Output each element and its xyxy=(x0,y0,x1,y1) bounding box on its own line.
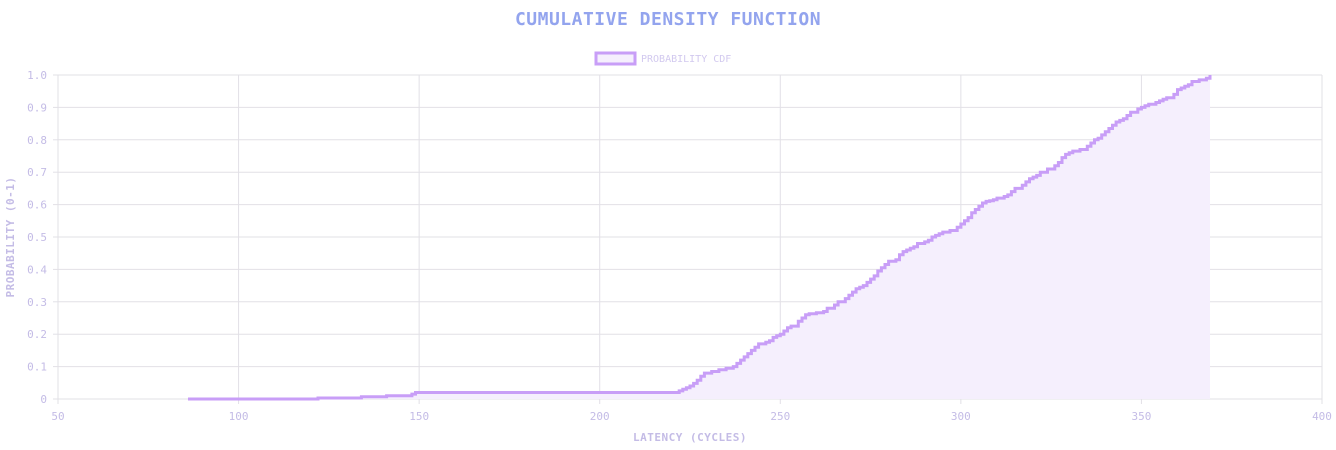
y-tick-label-2: 0.2 xyxy=(27,328,47,341)
y-tick-label-10: 1.0 xyxy=(27,69,47,82)
y-tick-label-7: 0.7 xyxy=(27,166,47,179)
y-tick-label-1: 0.1 xyxy=(27,361,47,374)
x-tick-label-5: 300 xyxy=(951,410,971,423)
y-tick-label-8: 0.8 xyxy=(27,134,47,147)
y-tick-label-5: 0.5 xyxy=(27,231,47,244)
cdf-area-fill xyxy=(188,75,1210,399)
x-tick-label-1: 100 xyxy=(229,410,249,423)
x-tick-label-2: 150 xyxy=(409,410,429,423)
y-axis-ticks: 0 0.1 0.2 0.3 0.4 0.5 0.6 0.7 0.8 0.9 1.0 xyxy=(27,69,47,406)
y-tick-label-3: 0.3 xyxy=(27,296,47,309)
y-tick-label-6: 0.6 xyxy=(27,199,47,212)
legend-swatch[interactable] xyxy=(594,51,637,66)
x-axis-ticks: 50 100 150 200 250 300 350 400 xyxy=(51,410,1332,423)
cdf-step-line[interactable] xyxy=(188,75,1212,401)
x-tick-label-0: 50 xyxy=(51,410,64,423)
chart-title: CUMULATIVE DENSITY FUNCTION xyxy=(514,9,822,30)
y-tick-label-4: 0.4 xyxy=(27,263,47,276)
legend[interactable]: PROBABILITY CDF xyxy=(594,51,731,66)
y-tick-label-9: 0.9 xyxy=(27,101,47,114)
legend-label[interactable]: PROBABILITY CDF xyxy=(641,54,731,65)
x-tick-label-6: 350 xyxy=(1131,410,1151,423)
x-tick-label-7: 400 xyxy=(1312,410,1332,423)
x-axis-title: LATENCY (CYCLES) xyxy=(633,431,747,444)
x-tick-label-4: 250 xyxy=(770,410,790,423)
y-axis-title: PROBABILITY (0-1) xyxy=(4,176,17,297)
x-tick-label-3: 200 xyxy=(590,410,610,423)
y-tick-label-0: 0 xyxy=(40,393,47,406)
